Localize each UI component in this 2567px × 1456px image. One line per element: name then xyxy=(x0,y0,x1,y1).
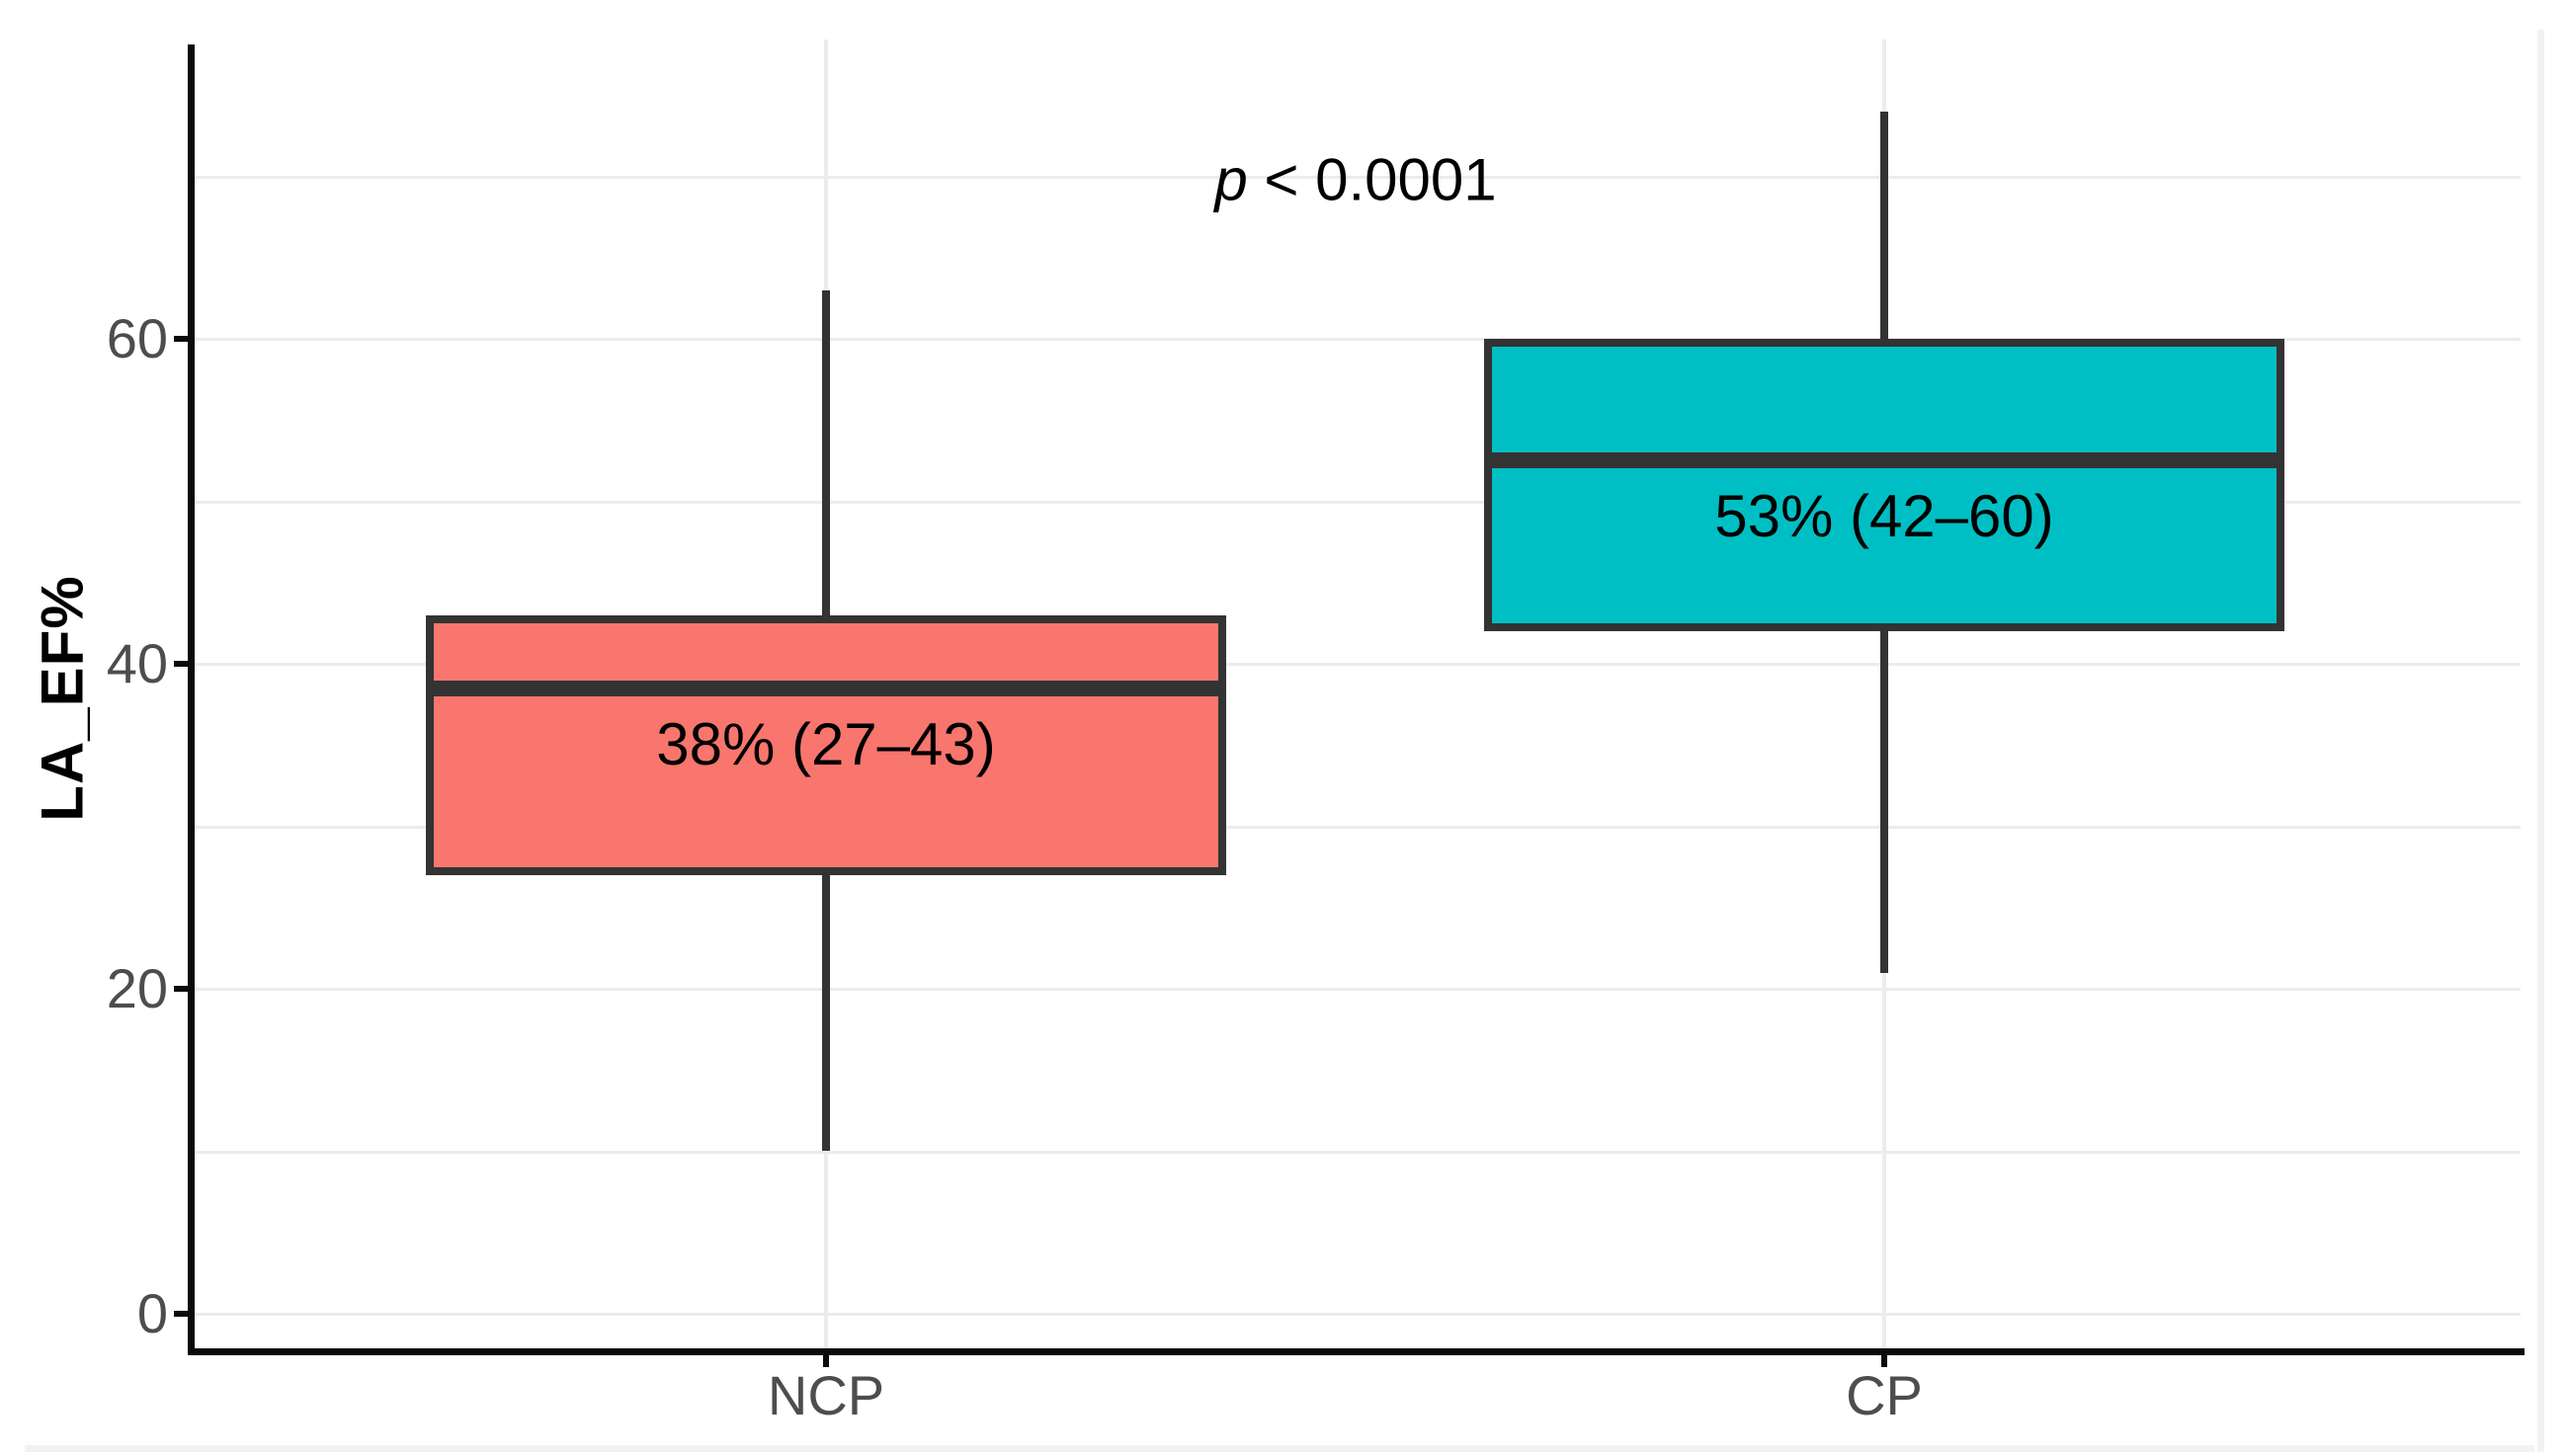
x-tick-cp xyxy=(1881,1355,1887,1367)
y-axis-line xyxy=(188,44,195,1355)
gridline-y-50 xyxy=(191,500,2521,504)
p-value-annotation: p < 0.0001 xyxy=(1214,146,1496,214)
gridline-y-0 xyxy=(191,1313,2521,1316)
y-tick-40 xyxy=(174,661,191,667)
median-line-cp xyxy=(1484,452,2284,469)
x-category-label-cp: CP xyxy=(1846,1364,1923,1426)
y-tick-20 xyxy=(174,986,191,992)
figure-edge-right xyxy=(2537,30,2544,1452)
y-tick-label-60: 60 xyxy=(106,307,168,369)
x-category-label-ncp: NCP xyxy=(767,1364,885,1426)
gridline-y-30 xyxy=(191,825,2521,829)
box-ncp xyxy=(426,614,1226,875)
y-tick-label-0: 0 xyxy=(136,1282,168,1344)
x-tick-ncp xyxy=(823,1355,829,1367)
p-value-italic: p xyxy=(1214,146,1248,213)
box-cp xyxy=(1484,339,2284,632)
gridline-y-70 xyxy=(191,175,2521,179)
y-tick-label-20: 20 xyxy=(106,957,168,1019)
p-value-text: < 0.0001 xyxy=(1247,146,1497,213)
gridline-y-40 xyxy=(191,663,2521,666)
gridline-y-60 xyxy=(191,338,2521,341)
y-tick-label-40: 40 xyxy=(106,632,168,694)
gridline-y-20 xyxy=(191,988,2521,991)
y-tick-60 xyxy=(174,336,191,342)
gridline-y-10 xyxy=(191,1150,2521,1154)
box-stats-label-cp: 53% (42–60) xyxy=(1714,483,2054,550)
figure-edge-bottom xyxy=(25,1445,2534,1452)
median-line-ncp xyxy=(426,680,1226,696)
y-tick-0 xyxy=(174,1311,191,1317)
box-stats-label-ncp: 38% (27–43) xyxy=(656,710,996,777)
x-axis-line xyxy=(188,1348,2525,1355)
